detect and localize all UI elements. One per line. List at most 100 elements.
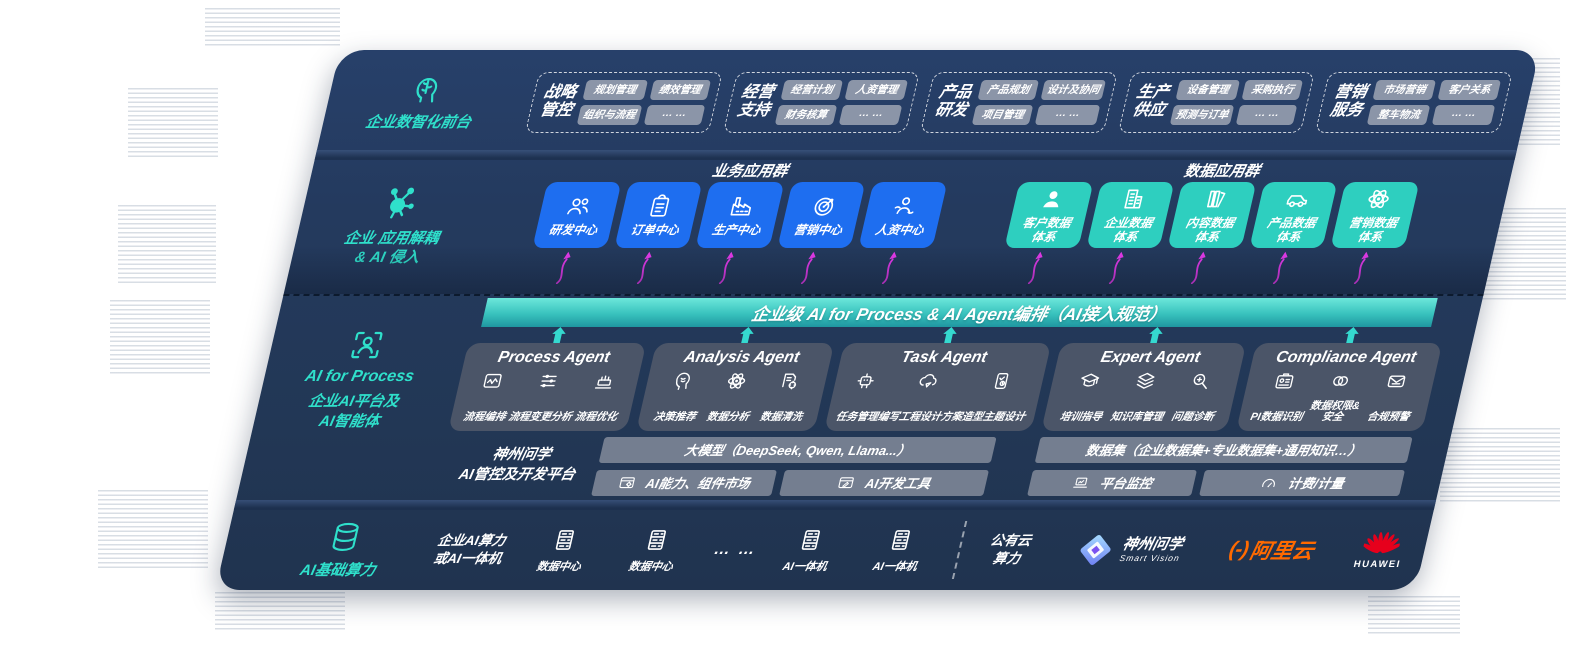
server-icon [549, 527, 581, 553]
server-icon [795, 527, 827, 553]
front-chip: 人资管理 [844, 79, 909, 100]
data-app-content: 内容数据 体系 [1167, 182, 1257, 248]
database-cylinder-icon [325, 520, 367, 554]
teal-up-arrow [1146, 327, 1165, 343]
tablet-check-icon [988, 370, 1015, 392]
smartvision-diamond-icon [1072, 531, 1119, 569]
agent-capabilities: PI数据识别 数据权限&安全 合规预警 [1247, 370, 1427, 424]
capability: 问题诊断 [1163, 370, 1231, 424]
sliders-icon [535, 370, 562, 392]
front-group-title: 产品 研发 [933, 84, 974, 119]
front-chip: … … [1236, 104, 1298, 125]
huawei-flower-icon [1361, 530, 1403, 557]
head-chat-icon [669, 370, 696, 392]
ai-orchestration-band: 企业级 AI for Process & AI Agent编排（AI接入规范） [481, 298, 1438, 327]
front-chip: … … [1035, 104, 1101, 125]
model-bar: 大模型（DeepSeek, Qwen, Llama...） [598, 436, 997, 463]
data-app-enterprise: 企业数据 体系 [1085, 182, 1175, 248]
teal-up-arrow [550, 327, 569, 343]
platform-monitor-cell: 平台监控 [1027, 469, 1198, 496]
app-cell: 内容数据 体系 [1159, 182, 1257, 284]
agent-cell: Expert Agent 培训指导 知识库管理 问题诊断 [1040, 327, 1251, 431]
print-artifact-stripes [205, 8, 340, 48]
app-layer-label: 企业 应用解耦 & AI 侵入 [284, 158, 505, 294]
print-artifact-stripes [128, 88, 218, 160]
monitor-chart-icon [1070, 474, 1092, 492]
print-artifact-stripes [1440, 428, 1560, 504]
public-cloud-label: 公有云 算力 [988, 533, 1033, 566]
front-chip: 项目管理 [972, 104, 1034, 125]
window-pen-icon [835, 474, 857, 492]
huawei-name: HUAWEI [1352, 559, 1402, 570]
front-group-strategy: 战略 管控 规划管理 绩效管理 组织与流程 … … [524, 71, 723, 133]
robot-icon [852, 370, 879, 392]
agent-layer-label: AI for Process 企业AI平台及 AI智能体 [252, 327, 466, 431]
doc-gear-icon [776, 370, 803, 392]
magenta-s-arrow [1023, 250, 1051, 284]
data-app-marketing: 营销数据 体系 [1330, 182, 1420, 248]
front-chip: 规划管理 [582, 79, 648, 100]
app-layer-label-text: 企业 应用解耦 & AI 侵入 [342, 230, 441, 266]
front-layer-label: 企业数智化前台 [321, 71, 525, 133]
people-arrows-icon [889, 193, 921, 219]
brain-head-icon [405, 71, 447, 105]
front-chip: 预测与订单 [1169, 104, 1235, 125]
front-layer: 企业数智化前台 战略 管控 规划管理 绩效管理 组织与流程 … … 经营 支持 经营… [317, 56, 1538, 148]
building-icon [1118, 186, 1150, 212]
factory-icon [726, 193, 758, 219]
apps-content: 业务应用群 数据应用群 研发中心 [474, 158, 1515, 294]
ai-capability-cell: AI能力、组件市场 [591, 469, 777, 496]
billing-cell: 计费/计量 [1199, 469, 1406, 496]
target-icon [808, 193, 840, 219]
front-group-product: 产品 研发 产品规划 设计及协同 项目管理 … … [920, 71, 1118, 133]
front-group-marketing: 营销 服务 市场营销 客户关系 整车物流 … … [1315, 71, 1514, 133]
molecule-icon [376, 184, 423, 222]
infra-node-ai-appliance-2: AI一体机 [861, 527, 936, 574]
agent-label-line2: 企业AI平台及 AI智能体 [306, 393, 401, 430]
server-icon [641, 527, 673, 553]
front-group-title: 营销 服务 [1328, 84, 1369, 119]
platform-model-group: 大模型（DeepSeek, Qwen, Llama...） AI能力、组件市场 … [591, 436, 997, 496]
front-chip: 市场营销 [1372, 79, 1437, 100]
apps-headers: 业务应用群 数据应用群 [500, 158, 1516, 182]
teal-up-arrow [738, 327, 757, 343]
platform-label: 神州问学 AI管控及开发平台 [457, 447, 577, 483]
server-icon [885, 527, 917, 553]
agent-title: Compliance Agent [1274, 349, 1419, 366]
infra-divider [951, 521, 968, 579]
app-layer: 企业 应用解耦 & AI 侵入 业务应用群 数据应用群 研发中心 [284, 158, 1515, 294]
business-app-order-center: 订单中心 [613, 182, 703, 248]
data-apps-header: 数据应用群 [1182, 162, 1262, 180]
magenta-s-arrow [714, 250, 742, 284]
platform-cells: AI能力、组件市场 AI开发工具 [591, 469, 990, 496]
magenta-s-arrow [877, 250, 905, 284]
front-chip: 绩效管理 [649, 79, 711, 100]
mail-icon [1383, 370, 1410, 392]
infra-node-datacenter-2: 数据中心 [617, 527, 692, 574]
agent-capabilities: 培训指导 知识库管理 问题诊断 [1051, 370, 1231, 424]
front-chip: 组织与流程 [576, 104, 642, 125]
business-app-rd-center: 研发中心 [532, 182, 622, 248]
print-artifact-stripes [215, 592, 345, 630]
machine-icon [591, 370, 618, 392]
agent-cell: Compliance Agent PI数据识别 数据权限&安全 合规预警 [1236, 327, 1446, 431]
teal-up-arrow [940, 327, 959, 343]
apps-boxes: 研发中心 订单中心 生产中心 [476, 182, 1510, 284]
front-group-title: 战略 管控 [538, 84, 579, 119]
dashed-separator [283, 294, 1484, 296]
magenta-s-arrow [1186, 250, 1214, 284]
capability: 数据清洗 [753, 370, 819, 424]
front-chip: … … [839, 104, 903, 125]
gauge-icon [1258, 474, 1280, 492]
smartvision-logo: 神州问学 Smart Vision [1072, 531, 1201, 569]
infra-layer: AI基础算力 企业AI算力 或AI一体机 数据中心 数据中心 … … AI一体机 … [216, 512, 1434, 588]
front-layer-label-text: 企业数智化前台 [363, 114, 473, 132]
agent-capabilities: 决策推荐 数据分析 数据清洗 [646, 370, 818, 424]
agent-cell: Analysis Agent 决策推荐 数据分析 数据清洗 [635, 327, 838, 431]
clipboard-icon [644, 193, 676, 219]
front-chip: 设计及协同 [1040, 79, 1106, 100]
front-chip: 设备管理 [1175, 79, 1241, 100]
search-icon [1187, 370, 1214, 392]
training-icon [1076, 370, 1103, 392]
